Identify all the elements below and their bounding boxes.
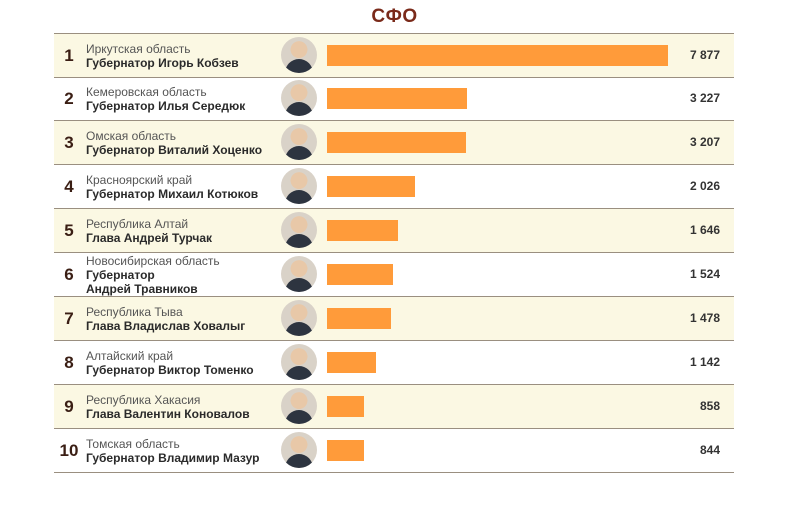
row-labels: Красноярский край Губернатор Михаил Котюк… (86, 165, 282, 208)
row-labels: Республика Тыва Глава Владислав Ховалыг (86, 297, 282, 340)
table-row: 8 Алтайский край Губернатор Виктор Томенко… (54, 341, 734, 385)
value-label: 1 478 (689, 311, 720, 325)
avatar (281, 388, 317, 424)
avatar (281, 124, 317, 160)
chart-title: СФО (371, 6, 418, 27)
bar (327, 132, 466, 153)
person-label: Губернатор Игорь Кобзев (86, 55, 239, 70)
person-label: Губернатор Михаил Котюков (86, 186, 259, 201)
person-label: Губернатор Виталий Хоценко (86, 142, 263, 157)
value-label: 1 646 (689, 223, 720, 237)
avatar (281, 212, 317, 248)
person-label: Глава Владислав Ховалыг (86, 318, 246, 333)
avatar (281, 37, 317, 73)
rank-label: 7 (64, 309, 74, 328)
row-labels: Алтайский край Губернатор Виктор Томенко (86, 341, 282, 384)
bar (327, 264, 393, 285)
avatar (281, 256, 317, 292)
bar (327, 308, 391, 329)
rank-label: 6 (64, 265, 74, 284)
value-label: 844 (699, 443, 720, 457)
rank-label: 5 (64, 221, 74, 240)
person-label: Глава Андрей Турчак (86, 230, 213, 245)
avatar (281, 80, 317, 116)
person-label: Губернатор Андрей Травников (86, 267, 198, 296)
region-label: Красноярский край (86, 172, 193, 187)
region-label: Томская область (86, 436, 180, 451)
value-label: 2 026 (689, 179, 720, 193)
value-label: 1 524 (689, 267, 720, 281)
row-labels: Томская область Губернатор Владимир Мазур (86, 429, 282, 472)
avatar (281, 432, 317, 468)
person-label: Губернатор Виктор Томенко (86, 362, 254, 377)
value-label: 7 877 (689, 48, 720, 62)
region-label: Республика Тыва (86, 304, 183, 319)
region-label: Иркутская область (86, 41, 191, 56)
person-label: Глава Валентин Коновалов (86, 406, 250, 421)
region-label: Республика Хакасия (86, 392, 201, 407)
avatar (281, 344, 317, 380)
rank-label: 8 (64, 353, 74, 372)
rank-label: 9 (64, 397, 74, 416)
avatar (281, 300, 317, 336)
bar (327, 396, 364, 417)
rank-label: 2 (64, 89, 74, 108)
table-row: 10 Томская область Губернатор Владимир Маз… (54, 429, 734, 473)
value-label: 1 142 (689, 355, 720, 369)
row-labels: Омская область Губернатор Виталий Хоценко (86, 121, 282, 164)
person-label: Губернатор Илья Середюк (86, 98, 246, 113)
bar (327, 352, 376, 373)
bar (327, 88, 467, 109)
value-label: 858 (699, 399, 720, 413)
bar (327, 176, 415, 197)
region-label: Республика Алтай (86, 216, 189, 231)
bar (327, 440, 364, 461)
row-labels: Новосибирская область Губернатор Андрей Т… (86, 253, 282, 296)
region-label: Новосибирская область (86, 253, 220, 268)
rank-label: 3 (64, 133, 74, 152)
table-row: 1 Иркутская область Губернатор Игорь Кобзе… (54, 33, 734, 78)
bar (327, 220, 398, 241)
table-row: 9 Республика Хакасия Глава Валентин Конова… (54, 385, 734, 429)
table-row: 5 Республика Алтай Глава Андрей Турчак 1 64… (54, 209, 734, 253)
rank-label: 4 (64, 177, 74, 196)
table-row: 2 Кемеровская область Губернатор Илья Сере… (54, 77, 734, 121)
table-row: 4 Красноярский край Губернатор Михаил Котю… (54, 165, 734, 209)
table-row: 3 Омская область Губернатор Виталий Хоценк… (54, 121, 734, 165)
value-label: 3 227 (689, 91, 720, 105)
row-labels: Кемеровская область Губернатор Илья Серед… (86, 77, 282, 120)
row-labels: Иркутская область Губернатор Игорь Кобзев (86, 34, 282, 77)
region-label: Кемеровская область (86, 84, 207, 99)
avatar (281, 168, 317, 204)
table-row: 7 Республика Тыва Глава Владислав Ховалыг 1… (54, 297, 734, 341)
rank-label: 1 (64, 46, 74, 65)
person-label: Губернатор Владимир Мазур (86, 450, 260, 465)
rank-label: 10 (59, 441, 79, 460)
region-label: Алтайский край (86, 348, 174, 363)
bar (327, 45, 668, 66)
row-labels: Республика Хакасия Глава Валентин Коновал… (86, 385, 282, 428)
value-label: 3 207 (689, 135, 720, 149)
region-label: Омская область (86, 128, 177, 143)
row-labels: Республика Алтай Глава Андрей Турчак (86, 209, 282, 252)
table-row: 6 Новосибирская область Губернатор Андрей … (54, 253, 734, 297)
